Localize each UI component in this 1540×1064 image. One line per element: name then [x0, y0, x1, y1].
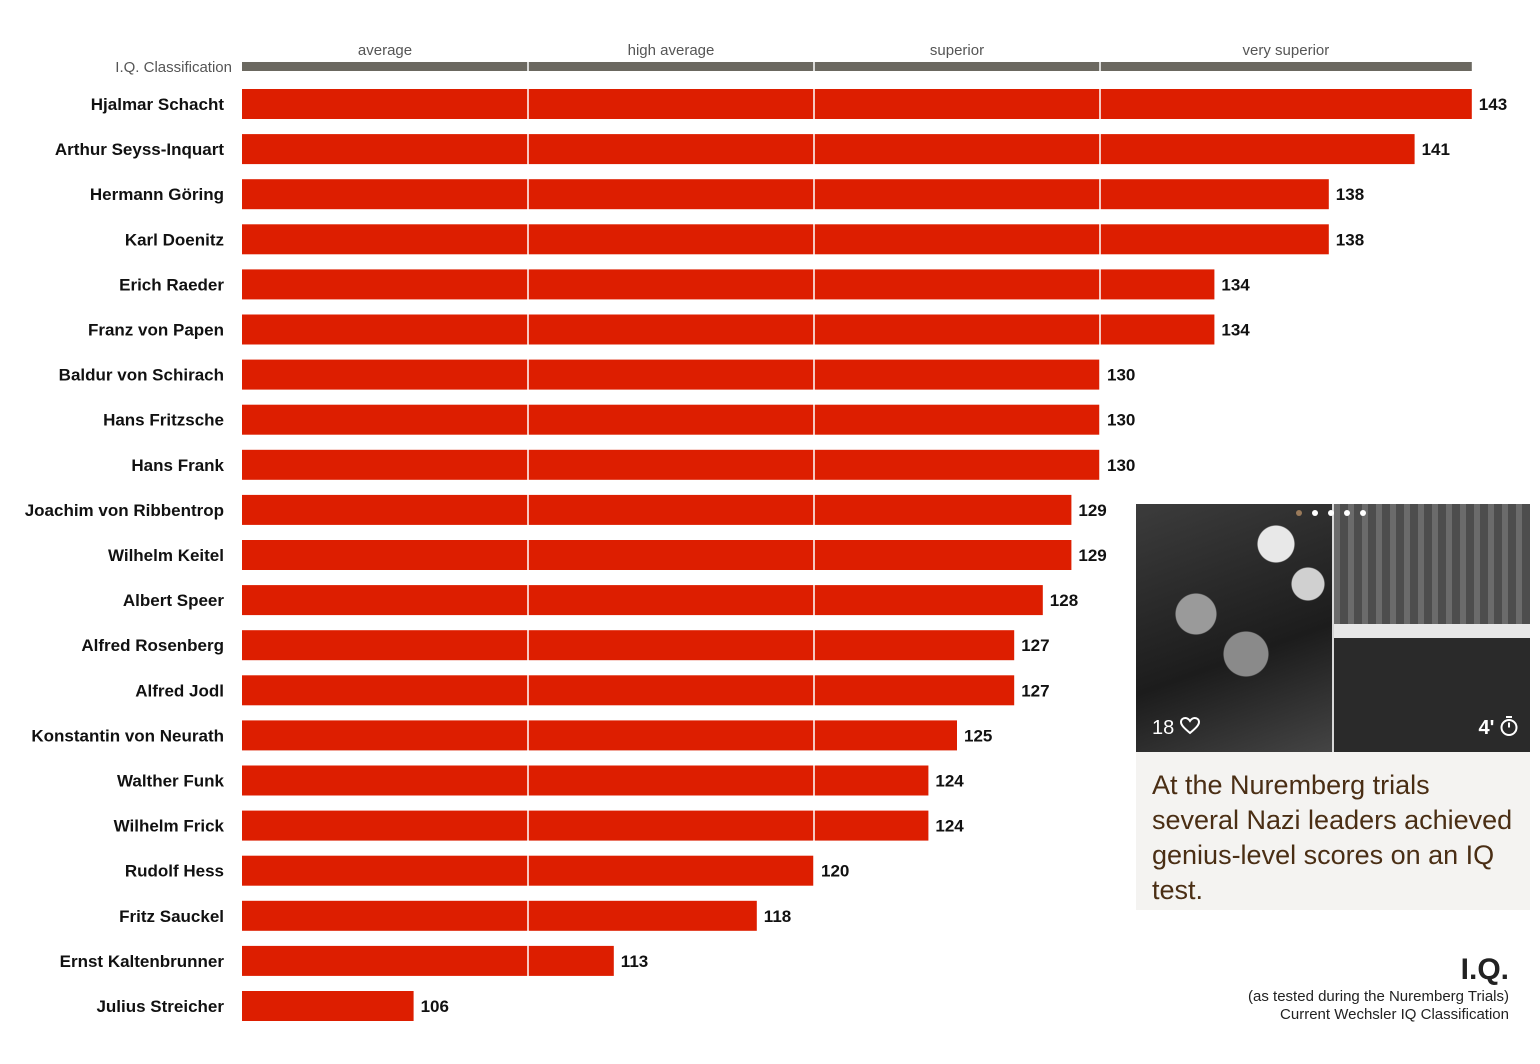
value-label: 118: [764, 907, 791, 926]
row-label: Julius Streicher: [96, 997, 224, 1016]
value-label: 134: [1221, 275, 1250, 294]
bar: [242, 359, 1100, 390]
band-label: very superior: [1243, 42, 1330, 59]
bar: [242, 179, 1329, 210]
chart-legend: I.Q. (as tested during the Nuremberg Tri…: [1248, 952, 1509, 1024]
bar: [242, 494, 1072, 525]
value-label: 129: [1078, 501, 1106, 520]
bar: [242, 269, 1215, 300]
courtroom-photo: [1334, 504, 1530, 752]
bars: [242, 89, 1472, 1021]
trial-photo[interactable]: 18 4': [1136, 504, 1530, 752]
band-label: high average: [628, 42, 715, 59]
bar: [242, 449, 1100, 480]
value-label: 130: [1107, 411, 1135, 430]
row-label: Karl Doenitz: [125, 230, 224, 249]
slide-dot[interactable]: [1328, 510, 1334, 516]
row-label: Hans Fritzsche: [103, 411, 224, 430]
row-label: Joachim von Ribbentrop: [25, 501, 224, 520]
bar: [242, 720, 957, 751]
row-label: Wilhelm Keitel: [108, 546, 224, 565]
row-labels: Hjalmar Schacht Arthur Seyss-Inquart Herma…: [25, 95, 225, 1016]
row-label: Fritz Sauckel: [119, 907, 224, 926]
bar: [242, 404, 1100, 435]
bar: [242, 89, 1472, 119]
value-label: 125: [964, 726, 992, 745]
bar: [242, 314, 1215, 345]
bar: [242, 900, 757, 931]
slide-dots[interactable]: [1296, 510, 1366, 516]
slide-dot[interactable]: [1344, 510, 1350, 516]
row-label: Baldur von Schirach: [59, 366, 224, 385]
row-label: Alfred Jodl: [135, 681, 224, 700]
likes-value: 18: [1152, 717, 1175, 739]
value-label: 129: [1078, 546, 1106, 565]
read-duration: 4': [1479, 716, 1518, 740]
value-label: 106: [421, 997, 449, 1016]
row-label: Alfred Rosenberg: [81, 636, 224, 655]
classification-bands: I.Q. Classification average high average su…: [115, 36, 1472, 76]
band-label: average: [358, 42, 412, 59]
value-label: 128: [1050, 591, 1078, 610]
value-label: 138: [1336, 185, 1364, 204]
value-label: 120: [821, 862, 849, 881]
value-label: 138: [1336, 230, 1364, 249]
bar: [242, 630, 1015, 661]
row-label: Walther Funk: [117, 772, 225, 791]
bar: [242, 224, 1329, 255]
bar: [242, 540, 1072, 570]
row-label: Arthur Seyss-Inquart: [55, 140, 224, 159]
value-labels: 143 141 138 138 134 134 130 130 130 129 129 128 127 1…: [421, 95, 1508, 1016]
row-label: Hjalmar Schacht: [91, 95, 225, 114]
value-label: 134: [1221, 321, 1250, 340]
value-label: 141: [1422, 140, 1450, 159]
heart-icon: [1179, 716, 1200, 735]
bar: [242, 991, 414, 1021]
slide-dot[interactable]: [1312, 510, 1318, 516]
photo-divider: [1332, 504, 1334, 752]
bar: [242, 945, 614, 976]
classification-header-bar: [242, 62, 1472, 71]
row-label: Rudolf Hess: [125, 862, 224, 881]
duration-value: 4': [1478, 717, 1495, 739]
legend-line-1: (as tested during the Nuremberg Trials): [1248, 988, 1509, 1005]
row-label: Wilhelm Frick: [114, 817, 225, 836]
value-label: 127: [1021, 636, 1049, 655]
bar: [242, 134, 1415, 165]
value-label: 130: [1107, 456, 1135, 475]
likes-count[interactable]: 18: [1152, 716, 1200, 740]
gridlines: [527, 36, 1101, 1021]
row-label: Konstantin von Neurath: [31, 726, 224, 745]
value-label: 143: [1479, 95, 1507, 114]
row-label: Albert Speer: [123, 591, 224, 610]
classification-title: I.Q. Classification: [115, 59, 232, 76]
slide-dot[interactable]: [1360, 510, 1366, 516]
defendants-photo: [1136, 504, 1332, 752]
row-label: Hermann Göring: [90, 185, 224, 204]
row-label: Franz von Papen: [88, 321, 224, 340]
value-label: 124: [935, 772, 964, 791]
card-headline[interactable]: At the Nuremberg trials several Nazi lea…: [1152, 770, 1513, 905]
row-label: Erich Raeder: [119, 275, 224, 294]
band-label: superior: [930, 42, 984, 59]
article-card[interactable]: 18 4' At the Nuremberg trials several Na…: [1136, 504, 1530, 910]
stopwatch-icon: [1500, 716, 1518, 736]
bar: [242, 810, 929, 841]
row-label: Hans Frank: [131, 456, 224, 475]
bar: [242, 675, 1015, 706]
legend-line-2: Current Wechsler IQ Classification: [1280, 1006, 1509, 1023]
row-label: Ernst Kaltenbrunner: [60, 952, 225, 971]
value-label: 130: [1107, 366, 1135, 385]
value-label: 113: [621, 952, 648, 971]
bar: [242, 765, 929, 796]
slide-dot[interactable]: [1296, 510, 1302, 516]
value-label: 127: [1021, 681, 1049, 700]
value-label: 124: [935, 817, 964, 836]
bar: [242, 585, 1043, 616]
legend-title: I.Q.: [1460, 953, 1509, 986]
